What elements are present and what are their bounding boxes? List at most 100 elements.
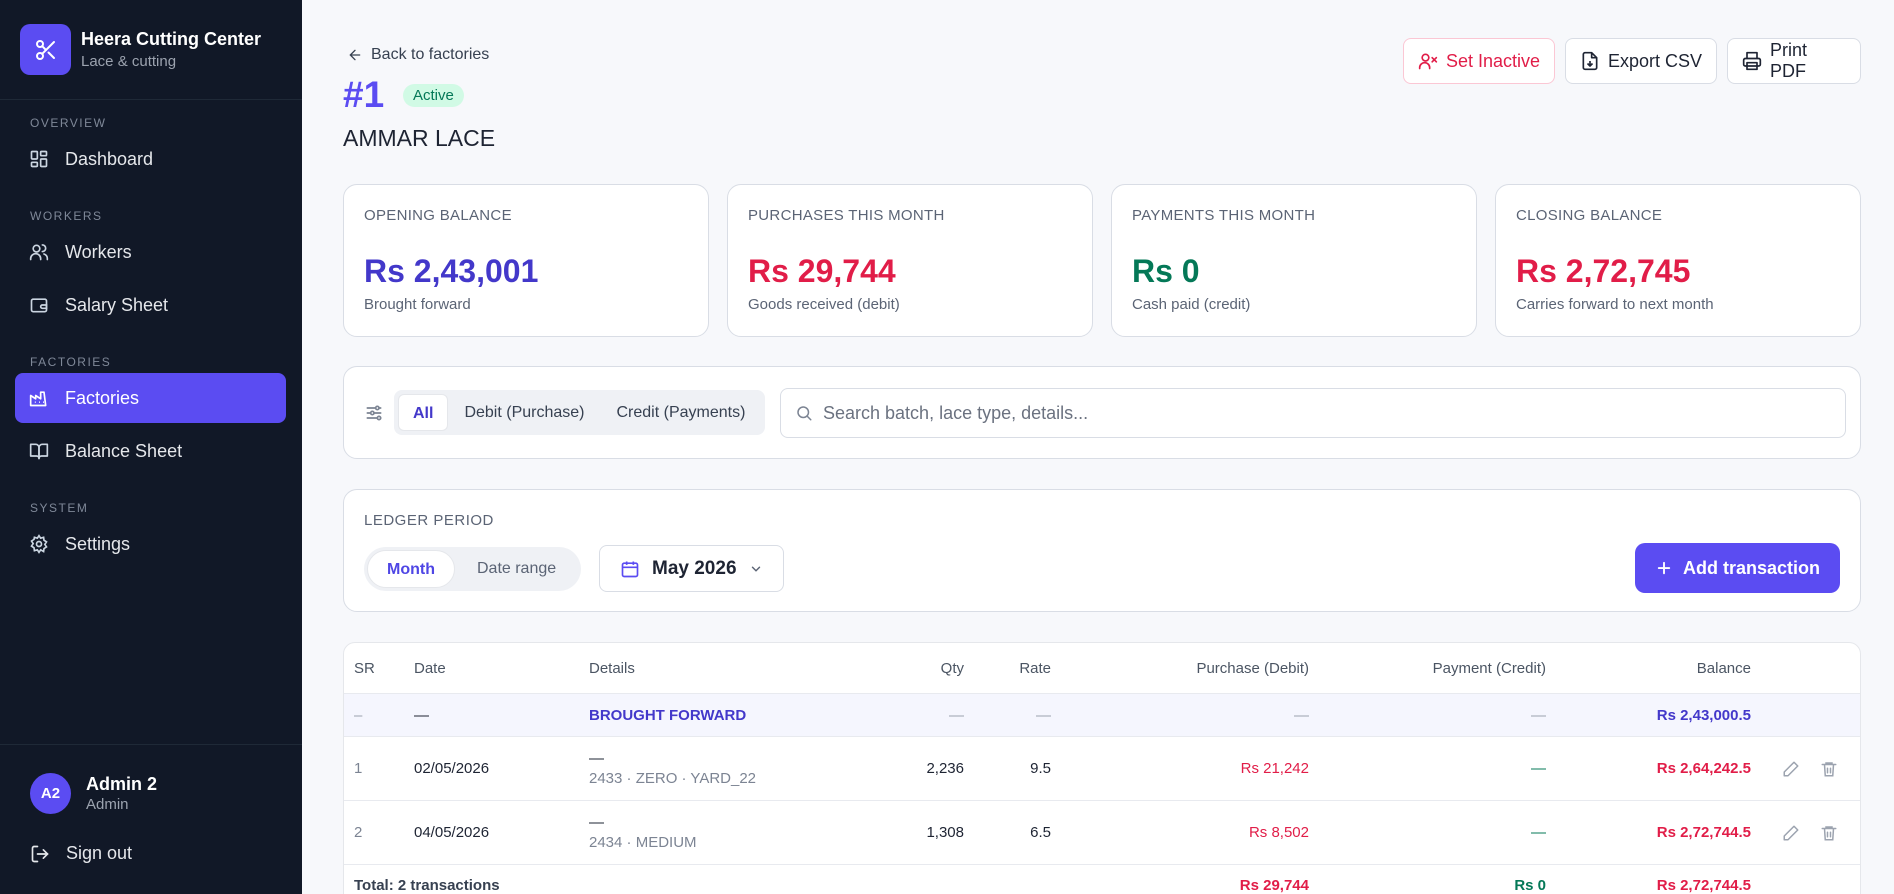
- sidebar-item-label: Workers: [65, 241, 132, 262]
- user-panel: A2 Admin 2 Admin Sign out: [0, 744, 302, 894]
- mode-date-range[interactable]: Date range: [476, 560, 557, 577]
- sidebar-item-settings[interactable]: Settings: [15, 519, 286, 569]
- sidebar-item-workers[interactable]: Workers: [15, 227, 286, 277]
- tab-credit[interactable]: Credit (Payments): [616, 404, 746, 421]
- back-link[interactable]: Back to factories: [347, 46, 489, 64]
- total-row: Total: 2 transactions Rs 29,744 Rs 0 Rs …: [344, 865, 1860, 894]
- detail-text: —: [589, 750, 604, 767]
- sidebar-item-label: Factories: [65, 387, 140, 408]
- trash-icon[interactable]: [1820, 760, 1838, 778]
- cell-rate: 6.5: [1030, 824, 1051, 841]
- month-picker[interactable]: May 2026: [599, 545, 784, 592]
- summary-card-purchases: PURCHASES THIS MONTH Rs 29,744 Goods rec…: [727, 184, 1093, 337]
- sidebar-item-salary-sheet[interactable]: Salary Sheet: [15, 280, 286, 330]
- brand-name: Heera Cutting Center: [81, 29, 262, 49]
- search-icon: [795, 404, 813, 422]
- factory-name: AMMAR LACE: [343, 125, 496, 151]
- card-label: PURCHASES THIS MONTH: [748, 207, 945, 224]
- section-workers: WORKERS: [30, 209, 103, 223]
- summary-card-closing: CLOSING BALANCE Rs 2,72,745 Carries forw…: [1495, 184, 1861, 337]
- ledger-table: SR Date Details Qty Rate Purchase (Debit…: [343, 642, 1861, 894]
- cell-balance: Rs 2,72,744.5: [1656, 824, 1751, 841]
- search-box: [780, 388, 1846, 438]
- sign-out-button[interactable]: Sign out: [30, 843, 132, 864]
- table-row: 2 04/05/2026 — 2434 · MEDIUM 1,308 6.5 R…: [344, 801, 1860, 865]
- cell-date: —: [414, 706, 429, 724]
- cell-details: — 2433 · ZERO · YARD_22: [589, 737, 756, 800]
- col-details: Details: [589, 659, 635, 677]
- cell-sr: 2: [354, 824, 363, 841]
- sliders-icon[interactable]: [364, 403, 384, 423]
- total-debit: Rs 29,744: [1239, 876, 1309, 894]
- card-subtitle: Goods received (debit): [748, 296, 900, 313]
- back-link-label: Back to factories: [371, 46, 490, 63]
- type-filter-tabs: All Debit (Purchase) Credit (Payments): [394, 390, 766, 435]
- row-actions: [1782, 737, 1838, 800]
- cell-qty: 1,308: [926, 824, 964, 841]
- export-csv-button[interactable]: Export CSV: [1565, 38, 1718, 84]
- edit-icon[interactable]: [1782, 824, 1800, 842]
- brought-forward-row: – — BROUGHT FORWARD — — — — Rs 2,43,000.…: [344, 694, 1860, 737]
- tab-all[interactable]: All: [398, 394, 449, 431]
- table-header: SR Date Details Qty Rate Purchase (Debit…: [344, 643, 1860, 694]
- ledger-period-title: LEDGER PERIOD: [364, 512, 494, 529]
- section-overview: OVERVIEW: [30, 116, 107, 130]
- total-balance: Rs 2,72,744.5: [1656, 876, 1751, 894]
- total-credit: Rs 0: [1514, 876, 1546, 894]
- cell-details: BROUGHT FORWARD: [589, 706, 747, 724]
- scissors-icon: [20, 24, 71, 75]
- sidebar-item-balance-sheet[interactable]: Balance Sheet: [15, 426, 286, 476]
- cell-date: 04/05/2026: [414, 824, 490, 841]
- brand-subtitle: Lace & cutting: [81, 53, 177, 70]
- sidebar-item-dashboard[interactable]: Dashboard: [15, 134, 286, 184]
- export-csv-label: Export CSV: [1608, 50, 1703, 71]
- detail-text: —: [589, 814, 604, 831]
- tab-debit[interactable]: Debit (Purchase): [464, 404, 585, 421]
- trash-icon[interactable]: [1820, 824, 1838, 842]
- cell-credit: —: [1531, 706, 1546, 724]
- ledger-period-panel: LEDGER PERIOD Month Date range May 2026 …: [343, 489, 1861, 612]
- user-x-icon: [1418, 51, 1438, 71]
- avatar[interactable]: A2: [30, 773, 71, 814]
- sidebar: Heera Cutting Center Lace & cutting OVER…: [0, 0, 302, 894]
- factory-icon: [29, 388, 49, 408]
- cell-sr: 1: [354, 760, 363, 777]
- card-subtitle: Carries forward to next month: [1516, 296, 1714, 313]
- col-credit: Payment (Credit): [1432, 659, 1546, 677]
- card-subtitle: Brought forward: [364, 296, 471, 313]
- set-inactive-label: Set Inactive: [1446, 50, 1541, 71]
- search-input[interactable]: [823, 402, 1723, 424]
- cell-debit: Rs 21,242: [1240, 760, 1309, 777]
- card-value: Rs 29,744: [748, 253, 896, 289]
- card-value: Rs 2,43,001: [364, 253, 539, 289]
- edit-icon[interactable]: [1782, 760, 1800, 778]
- cell-balance: Rs 2,64,242.5: [1656, 760, 1751, 777]
- col-sr: SR: [354, 659, 375, 677]
- table-row: 1 02/05/2026 — 2433 · ZERO · YARD_22 2,2…: [344, 737, 1860, 801]
- set-inactive-button[interactable]: Set Inactive: [1403, 38, 1556, 84]
- user-name: Admin 2: [86, 774, 158, 794]
- sidebar-item-label: Settings: [65, 533, 131, 554]
- gear-icon: [29, 534, 49, 554]
- log-out-icon: [30, 844, 50, 864]
- selected-month: May 2026: [652, 557, 737, 579]
- mode-month[interactable]: Month: [367, 550, 455, 588]
- sidebar-item-factories[interactable]: Factories: [15, 373, 286, 423]
- detail-subtext: 2433 · ZERO · YARD_22: [589, 770, 757, 787]
- cell-debit: —: [1294, 706, 1309, 724]
- sign-out-label: Sign out: [66, 843, 133, 863]
- card-label: PAYMENTS THIS MONTH: [1132, 207, 1316, 224]
- add-transaction-button[interactable]: Add transaction: [1634, 543, 1840, 593]
- summary-card-payments: PAYMENTS THIS MONTH Rs 0 Cash paid (cred…: [1111, 184, 1477, 337]
- print-pdf-button[interactable]: Print PDF: [1727, 38, 1861, 84]
- cell-sr: –: [354, 706, 363, 724]
- cell-credit: —: [1531, 760, 1546, 777]
- card-subtitle: Cash paid (credit): [1132, 296, 1251, 313]
- row-actions: [1782, 801, 1838, 864]
- wallet-icon: [29, 295, 49, 315]
- card-value: Rs 0: [1132, 253, 1200, 289]
- cell-details: — 2434 · MEDIUM: [589, 801, 697, 864]
- plus-icon: [1655, 559, 1673, 577]
- filter-bar: All Debit (Purchase) Credit (Payments): [343, 366, 1861, 459]
- cell-rate: 9.5: [1030, 760, 1051, 777]
